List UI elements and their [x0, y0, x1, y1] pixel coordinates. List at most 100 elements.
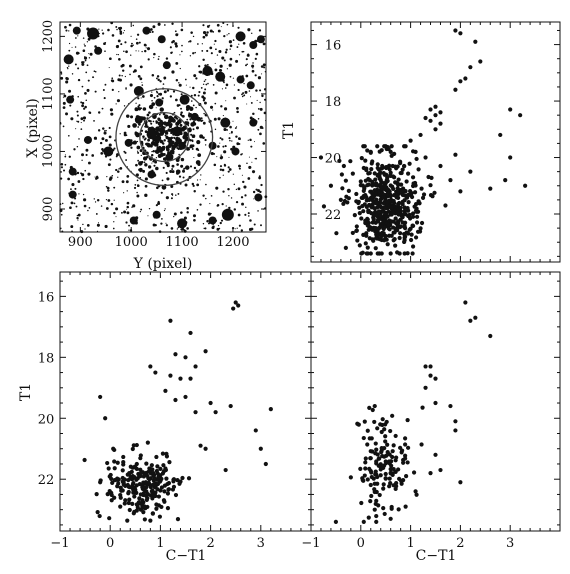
tr-data-point: [388, 183, 393, 188]
field-star: [216, 23, 220, 27]
field-star: [151, 99, 153, 102]
bl-data-point: [138, 453, 143, 458]
field-star: [107, 163, 111, 167]
field-star: [217, 117, 221, 121]
field-star: [64, 155, 67, 158]
field-star: [147, 215, 149, 217]
field-star: [155, 204, 158, 207]
field-star: [84, 105, 87, 109]
br-data-point: [385, 442, 390, 447]
cluster-star: [144, 130, 148, 134]
field-star: [84, 169, 87, 172]
bright-star: [157, 35, 166, 44]
bright-star: [66, 95, 75, 104]
cluster-star: [146, 143, 152, 148]
cluster-star: [160, 133, 163, 136]
field-star: [86, 224, 90, 227]
tr-data-point: [369, 167, 374, 172]
field-star: [227, 170, 230, 173]
cluster-star: [163, 139, 166, 142]
field-star: [193, 218, 196, 222]
field-star: [138, 41, 141, 44]
field-star: [232, 120, 234, 122]
field-star: [159, 80, 162, 83]
field-star: [63, 169, 66, 172]
field-star: [69, 206, 72, 210]
br-data-point: [333, 519, 338, 524]
br-data-point: [383, 434, 388, 439]
br-x-tick-label: 0: [357, 536, 365, 551]
br-data-point: [365, 442, 370, 447]
bright-star: [190, 112, 199, 121]
cmd-bottom-left-frame: [59, 271, 312, 532]
field-star: [240, 229, 244, 232]
tr-data-point: [346, 196, 351, 201]
bl-data-point: [121, 481, 126, 486]
cluster-star: [137, 151, 140, 154]
field-star: [144, 184, 148, 188]
cluster-star: [136, 145, 141, 150]
bl-data-point: [144, 489, 149, 494]
br-data-point: [358, 466, 363, 471]
tr-data-point: [458, 31, 463, 36]
field-star: [158, 23, 161, 26]
cluster-star: [151, 102, 156, 106]
field-star: [165, 224, 168, 227]
cluster-star: [196, 140, 201, 145]
tr-data-point: [361, 209, 366, 214]
br-data-point: [473, 315, 478, 320]
field-star: [198, 70, 201, 74]
bl-data-point: [122, 501, 127, 506]
field-star: [235, 188, 238, 191]
bright-star: [208, 216, 217, 225]
field-star: [189, 138, 192, 142]
field-star: [86, 41, 89, 43]
field-star: [186, 118, 189, 121]
field-star: [197, 94, 200, 97]
field-star: [170, 185, 174, 189]
br-data-point: [403, 504, 408, 509]
field-star: [192, 35, 195, 38]
field-star: [202, 121, 206, 125]
tr-data-point: [400, 167, 405, 172]
cluster-star: [160, 191, 163, 194]
field-star: [161, 179, 164, 182]
field-star: [180, 211, 183, 214]
field-star: [214, 128, 217, 131]
field-star: [75, 51, 80, 55]
tr-data-point: [354, 228, 359, 234]
br-data-point: [438, 467, 443, 473]
bl-data-point: [120, 468, 125, 473]
tr-data-point: [518, 113, 523, 118]
field-star: [142, 138, 144, 140]
bl-data-point: [203, 349, 208, 354]
field-star: [83, 204, 87, 208]
br-data-point: [374, 513, 379, 519]
tr-data-point: [365, 148, 370, 153]
field-star: [61, 230, 64, 233]
field-star: [196, 209, 199, 211]
br-x-tick-label: 1: [406, 536, 414, 551]
field-star: [260, 65, 264, 68]
bl-data-point: [165, 506, 171, 511]
field-star: [190, 94, 193, 97]
field-star: [220, 154, 222, 156]
tr-data-point: [398, 159, 403, 164]
field-star: [207, 82, 209, 85]
tr-data-point: [429, 175, 434, 180]
field-star: [80, 230, 84, 234]
tr-data-point: [364, 194, 369, 200]
br-data-point: [433, 452, 438, 457]
bl-data-point: [144, 493, 149, 499]
tr-data-point: [414, 214, 420, 219]
tr-data-point: [375, 165, 380, 171]
image-panel: 900 1000 1100 1200 900 1000 1100 1200: [41, 20, 268, 250]
bright-star: [249, 118, 258, 127]
field-star: [80, 122, 82, 124]
br-data-point: [381, 482, 386, 487]
tr-data-point: [408, 138, 413, 143]
field-star: [222, 174, 224, 176]
br-data-point: [423, 364, 428, 369]
field-star: [95, 176, 99, 180]
cluster-star: [155, 137, 160, 141]
